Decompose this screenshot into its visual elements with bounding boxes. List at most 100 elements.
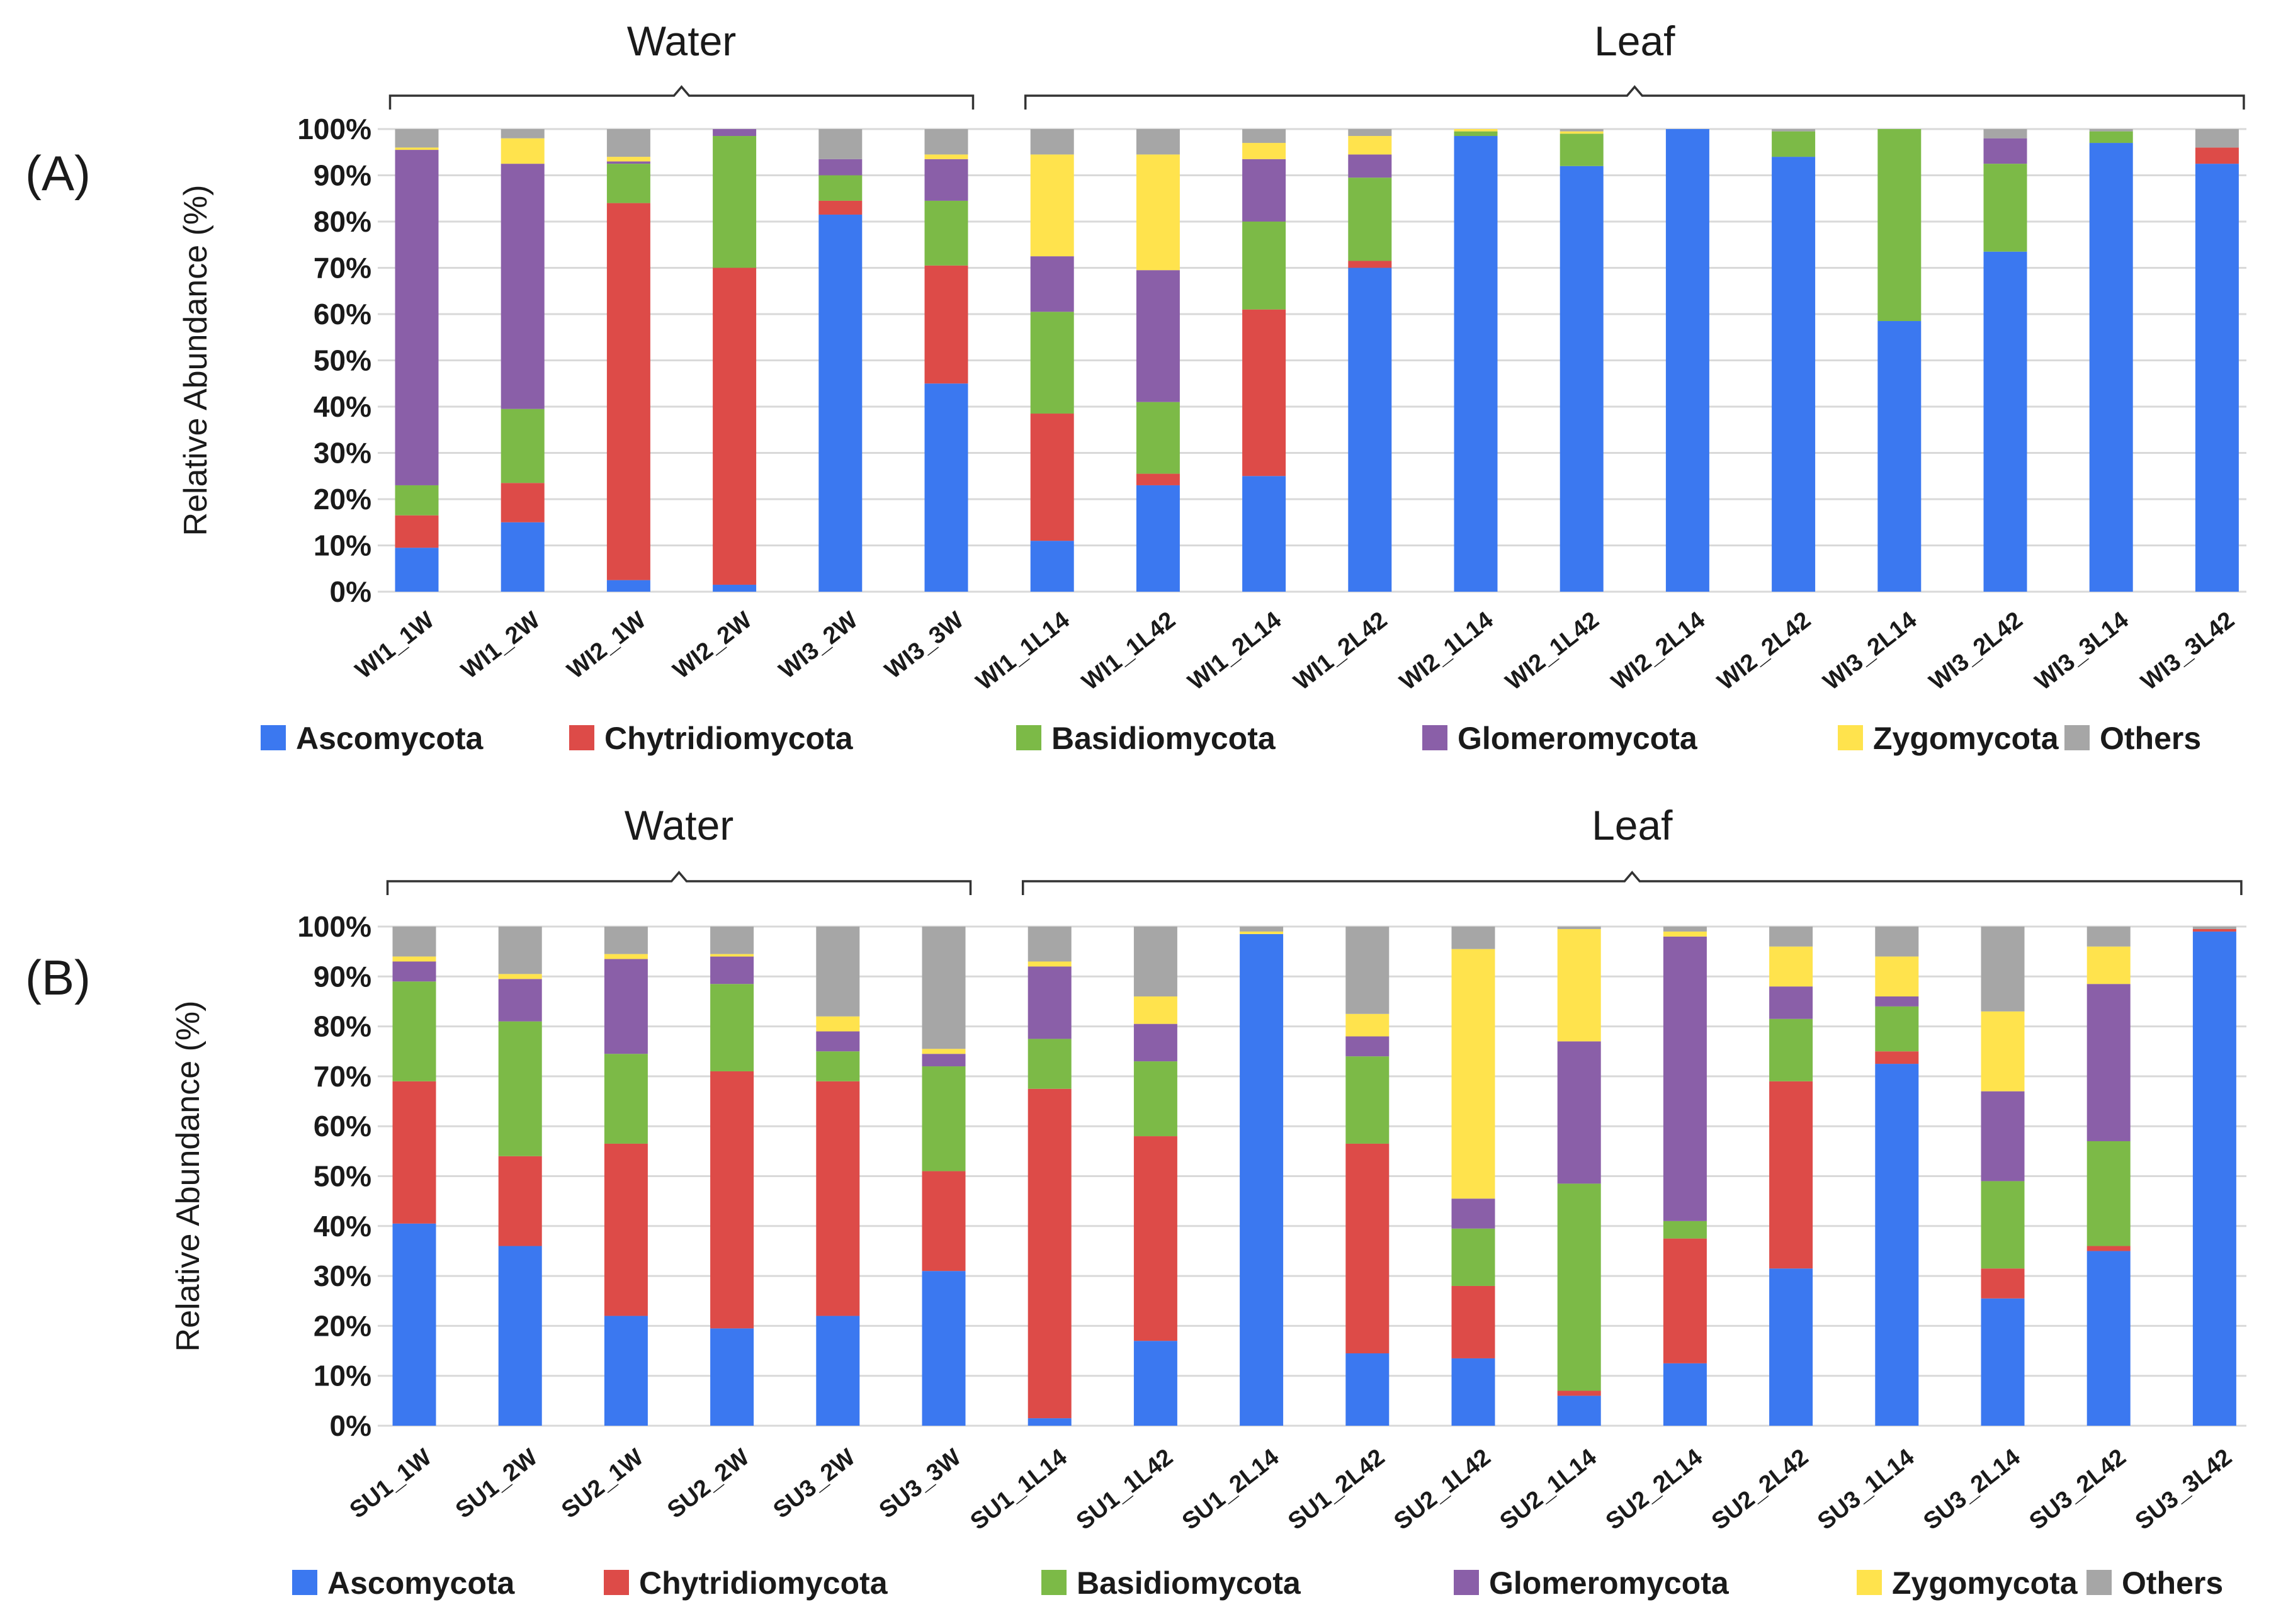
x-tick-label: WI1_1L14 xyxy=(971,607,1075,696)
y-tick-label: 50% xyxy=(314,344,371,377)
bar-segment-others xyxy=(1136,129,1180,155)
bar-segment-chytridiomycota xyxy=(2195,147,2239,164)
panel-label: (B) xyxy=(25,950,91,1005)
x-tick-label: WI3_2L42 xyxy=(1925,607,2028,696)
legend-swatch xyxy=(2086,1570,2112,1595)
bar-segment-others xyxy=(2195,129,2239,148)
y-axis-label: Relative Abundance (%) xyxy=(170,1001,207,1352)
bar-segment-ascomycota xyxy=(1983,251,2027,592)
bar-segment-ascomycota xyxy=(1769,1268,1813,1426)
legend-entry: Basidiomycota xyxy=(1077,1565,1301,1601)
bar-segment-zygomycota xyxy=(816,1016,860,1032)
bar-segment-zygomycota xyxy=(1345,1013,1390,1037)
bar-segment-ascomycota xyxy=(1663,1363,1707,1426)
bar-segment-others xyxy=(1772,129,1816,132)
bar-segment-glomeromycota xyxy=(713,129,757,137)
y-tick-label: 100% xyxy=(297,910,371,943)
x-tick-label: WI2_1L14 xyxy=(1395,607,1498,696)
x-tick-label: WI3_2W xyxy=(774,607,863,684)
group-label: Leaf xyxy=(1594,18,1675,64)
bar-segment-basidiomycota xyxy=(1028,1039,1072,1089)
bar-segment-ascomycota xyxy=(604,1316,648,1426)
bar-segment-basidiomycota xyxy=(1772,131,1816,157)
bar-segment-glomeromycota xyxy=(1663,936,1707,1221)
bar-segment-others xyxy=(498,927,542,974)
group-label: Water xyxy=(625,802,734,849)
bar-segment-others xyxy=(2089,129,2133,132)
bar-segment-basidiomycota xyxy=(392,981,436,1081)
bar-segment-zygomycota xyxy=(1981,1011,2025,1091)
bar-segment-others xyxy=(1242,129,1286,144)
bar-segment-basidiomycota xyxy=(1345,1056,1390,1144)
bar-segment-others xyxy=(1560,129,1604,132)
y-tick-label: 90% xyxy=(314,159,371,192)
legend-swatch xyxy=(1838,725,1863,750)
bar-segment-others xyxy=(818,129,863,159)
bar-segment-ascomycota xyxy=(606,580,650,592)
legend-entry: Glomeromycota xyxy=(1458,721,1698,756)
bar-segment-others xyxy=(1240,927,1284,932)
legend-swatch xyxy=(2064,725,2090,750)
bar-segment-basidiomycota xyxy=(1242,222,1286,310)
bar-segment-zygomycota xyxy=(1454,129,1498,132)
x-tick-label: WI1_2L42 xyxy=(1289,607,1392,696)
bar-segment-ascomycota xyxy=(2192,931,2236,1426)
bar-segment-ascomycota xyxy=(2089,143,2133,592)
x-tick-label: WI1_2L14 xyxy=(1183,607,1286,696)
bar-segment-others xyxy=(1030,129,1074,155)
bar-segment-zygomycota xyxy=(1875,956,1919,997)
bar-segment-zygomycota xyxy=(1348,136,1392,155)
bar-segment-ascomycota xyxy=(498,1246,542,1426)
bar-segment-glomeromycota xyxy=(501,164,545,409)
bar-segment-basidiomycota xyxy=(1663,1221,1707,1239)
bar-segment-basidiomycota xyxy=(498,1021,542,1156)
bar-segment-others xyxy=(2192,927,2236,929)
y-tick-label: 100% xyxy=(297,113,371,145)
bar-segment-others xyxy=(392,927,436,957)
y-tick-label: 30% xyxy=(314,437,371,470)
bar-segment-chytridiomycota xyxy=(395,515,439,548)
bar-segment-glomeromycota xyxy=(1451,1198,1495,1229)
bar-segment-others xyxy=(924,129,968,155)
bar-segment-others xyxy=(1769,927,1813,947)
bar-segment-zygomycota xyxy=(606,157,650,162)
x-tick-label: SU3_2W xyxy=(769,1444,861,1524)
bar-segment-others xyxy=(604,927,648,954)
bar-segment-chytridiomycota xyxy=(498,1156,542,1246)
x-tick-label: SU3_3L42 xyxy=(2131,1444,2237,1535)
bar-segment-basidiomycota xyxy=(922,1066,966,1171)
bar-segment-others xyxy=(2086,927,2131,947)
bar-segment-ascomycota xyxy=(2086,1251,2131,1426)
bar-segment-glomeromycota xyxy=(1981,1091,2025,1181)
bar-segment-others xyxy=(1133,927,1177,997)
y-tick-label: 40% xyxy=(314,390,371,423)
bar-segment-zygomycota xyxy=(924,154,968,159)
bar-segment-basidiomycota xyxy=(395,485,439,516)
group-label: Water xyxy=(627,18,737,64)
bar-segment-chytridiomycota xyxy=(1030,414,1074,541)
bar-segment-others xyxy=(501,129,545,138)
x-tick-label: WI1_1W xyxy=(351,607,439,684)
bar-segment-glomeromycota xyxy=(818,159,863,176)
bar-segment-ascomycota xyxy=(1240,933,1284,1426)
bar-segment-chytridiomycota xyxy=(713,268,757,585)
bar-segment-basidiomycota xyxy=(924,200,968,266)
bar-segment-zygomycota xyxy=(1030,154,1074,257)
legend-entry: Chytridiomycota xyxy=(639,1565,888,1601)
bar-segment-zygomycota xyxy=(2086,946,2131,984)
x-tick-label: SU2_1W xyxy=(557,1444,648,1524)
x-tick-label: SU3_1L14 xyxy=(1813,1444,1919,1535)
bar-segment-ascomycota xyxy=(710,1328,754,1426)
x-tick-label: SU3_2L14 xyxy=(1919,1444,2025,1535)
bar-segment-ascomycota xyxy=(816,1316,860,1426)
bar-segment-basidiomycota xyxy=(710,984,754,1071)
bar-segment-ascomycota xyxy=(1028,1418,1072,1426)
bar-segment-chytridiomycota xyxy=(924,265,968,384)
x-tick-label: SU1_1W xyxy=(345,1444,437,1524)
y-tick-label: 80% xyxy=(314,205,371,238)
legend-swatch xyxy=(604,1570,629,1595)
group-bracket xyxy=(1024,85,2245,110)
bar-segment-chytridiomycota xyxy=(1769,1081,1813,1269)
x-tick-label: WI2_1L42 xyxy=(1501,607,1604,696)
bar-segment-basidiomycota xyxy=(1030,312,1074,414)
